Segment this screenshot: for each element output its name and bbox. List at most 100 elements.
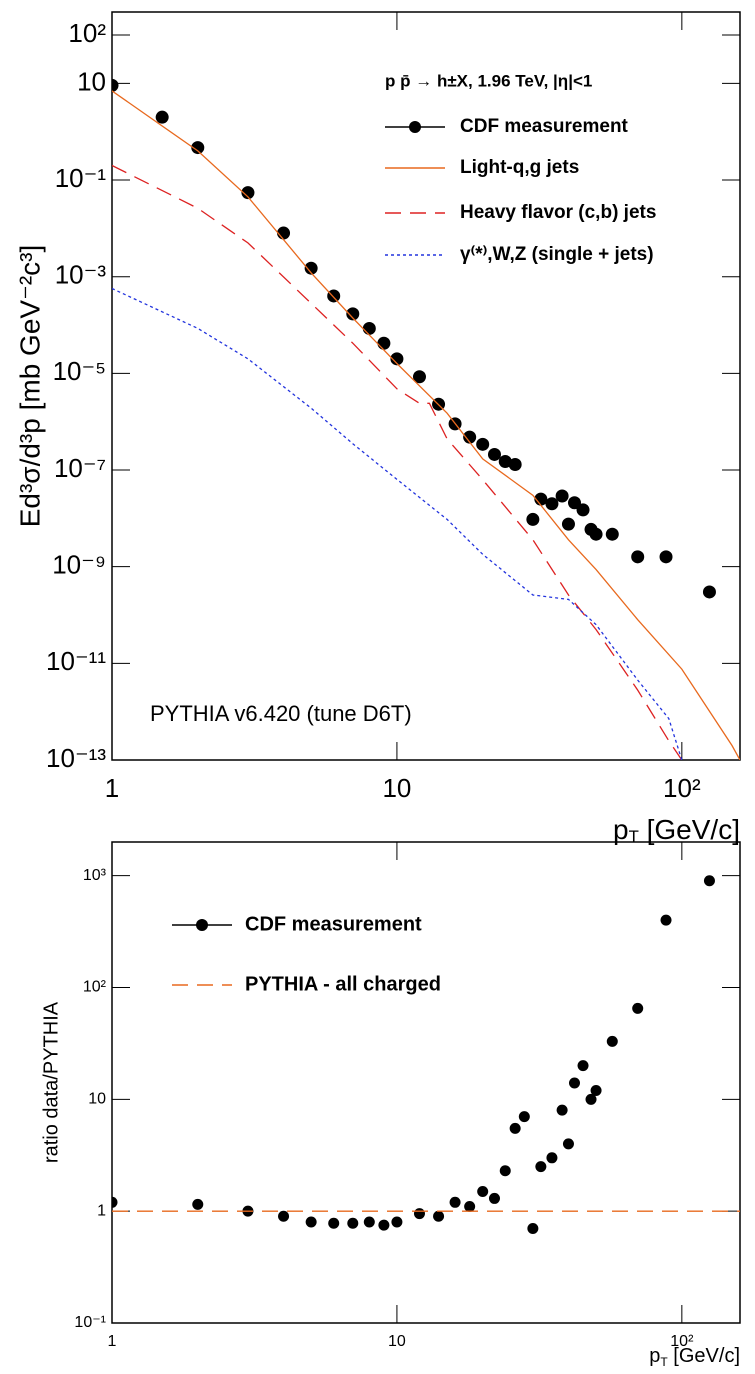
data-point — [192, 1198, 204, 1210]
y-tick-label: 10⁻⁹ — [52, 550, 106, 580]
data-point — [526, 512, 540, 526]
legend-title: p p̄ → h±X, 1.96 TeV, |η|<1 — [385, 71, 592, 90]
x-label-unit: [GeV/c] — [668, 1345, 740, 1367]
data-point — [241, 186, 255, 200]
x-label-base: p — [613, 814, 629, 845]
legend-label: γ⁽*⁾,W,Z (single + jets) — [460, 244, 654, 265]
data-point — [605, 527, 619, 541]
y-tick-label: 10⁻¹¹ — [46, 646, 106, 676]
data-point — [589, 527, 603, 541]
data-point — [703, 875, 715, 887]
y-tick-label: 10⁻⁵ — [53, 356, 106, 386]
data-point — [413, 1208, 425, 1220]
data-point — [556, 1104, 568, 1116]
data-point — [112, 1196, 118, 1208]
legend-label: Light-q,g jets — [460, 157, 579, 178]
legend-label: CDF measurement — [245, 913, 422, 935]
data-point — [463, 430, 477, 444]
data-point — [702, 585, 716, 599]
data-point — [391, 1216, 403, 1228]
data-point — [562, 1138, 574, 1150]
y-tick-label: 10⁻¹ — [55, 163, 107, 193]
data-point — [576, 503, 590, 517]
y-tick-label: 10⁻³ — [55, 260, 107, 290]
data-point — [631, 550, 645, 564]
data-point — [191, 141, 205, 155]
data-point — [155, 110, 169, 124]
y-tick-label: 10 — [77, 66, 106, 96]
data-point — [499, 1165, 511, 1177]
y-tick-label: 10² — [68, 18, 106, 48]
data-point — [449, 1196, 461, 1208]
x-axis-label: pT [GeV/c] — [613, 814, 740, 846]
data-point — [328, 1217, 340, 1229]
x-label-sub: T — [660, 1355, 668, 1369]
series-line — [112, 164, 683, 760]
x-tick-label: 10 — [382, 773, 411, 803]
data-point — [464, 1201, 476, 1213]
legend-marker — [196, 919, 208, 931]
data-point — [476, 437, 490, 451]
data-point — [378, 1219, 390, 1231]
data-point — [632, 1002, 644, 1014]
legend-marker — [409, 121, 421, 133]
x-label-unit: [GeV/c] — [639, 814, 740, 845]
data-point — [278, 1210, 290, 1222]
data-point — [277, 226, 291, 240]
x-tick-label: 1 — [108, 1333, 117, 1350]
data-point — [112, 78, 119, 92]
data-point — [327, 289, 341, 303]
data-point — [555, 489, 569, 503]
data-point — [534, 492, 548, 506]
data-point — [577, 1060, 589, 1072]
x-label-sub: T — [629, 827, 639, 846]
data-point — [660, 914, 672, 926]
data-point — [347, 1217, 359, 1229]
data-point — [487, 447, 501, 461]
data-point — [606, 1035, 618, 1047]
data-point — [390, 352, 404, 366]
data-point — [590, 1084, 602, 1096]
data-point — [545, 497, 559, 511]
y-tick-label: 1 — [97, 1202, 106, 1219]
data-point — [509, 1122, 521, 1134]
x-label-base: p — [649, 1345, 660, 1367]
data-point — [535, 1161, 547, 1173]
data-point — [518, 1111, 530, 1123]
x-tick-label: 10² — [663, 773, 701, 803]
data-point — [527, 1222, 539, 1234]
data-point — [659, 550, 673, 564]
series-line — [112, 287, 683, 760]
data-point — [346, 307, 360, 321]
data-point — [488, 1192, 500, 1204]
data-point — [433, 1210, 445, 1222]
data-point — [568, 1077, 580, 1089]
data-point — [561, 517, 575, 531]
legend-label: Heavy flavor (c,b) jets — [460, 202, 656, 223]
x-axis-label: pT [GeV/c] — [649, 1345, 740, 1369]
data-point — [498, 455, 512, 469]
x-tick-label: 1 — [105, 773, 119, 803]
data-point — [305, 1216, 317, 1228]
data-point — [546, 1152, 558, 1164]
legend-label: CDF measurement — [460, 116, 629, 137]
y-axis-label: Ed³σ/d³p [mb GeV⁻²c³] — [14, 245, 45, 528]
data-point — [412, 370, 426, 384]
y-tick-label: 10 — [88, 1091, 106, 1108]
data-point — [585, 1093, 597, 1105]
y-tick-label: 10² — [83, 979, 107, 996]
y-tick-label: 10³ — [83, 867, 107, 884]
y-tick-label: 10⁻¹ — [74, 1314, 106, 1331]
annotation: PYTHIA v6.420 (tune D6T) — [150, 701, 412, 726]
legend-label: PYTHIA - all charged — [245, 973, 441, 995]
x-tick-label: 10 — [388, 1333, 406, 1350]
data-point — [377, 336, 391, 350]
series-line — [112, 90, 740, 760]
data-point — [363, 1216, 375, 1228]
y-tick-label: 10⁻⁷ — [54, 453, 106, 483]
plot-frame — [111, 11, 741, 761]
data-point — [508, 458, 522, 472]
plot-frame — [111, 841, 741, 1324]
y-axis-label: ratio data/PYTHIA — [40, 1001, 62, 1163]
